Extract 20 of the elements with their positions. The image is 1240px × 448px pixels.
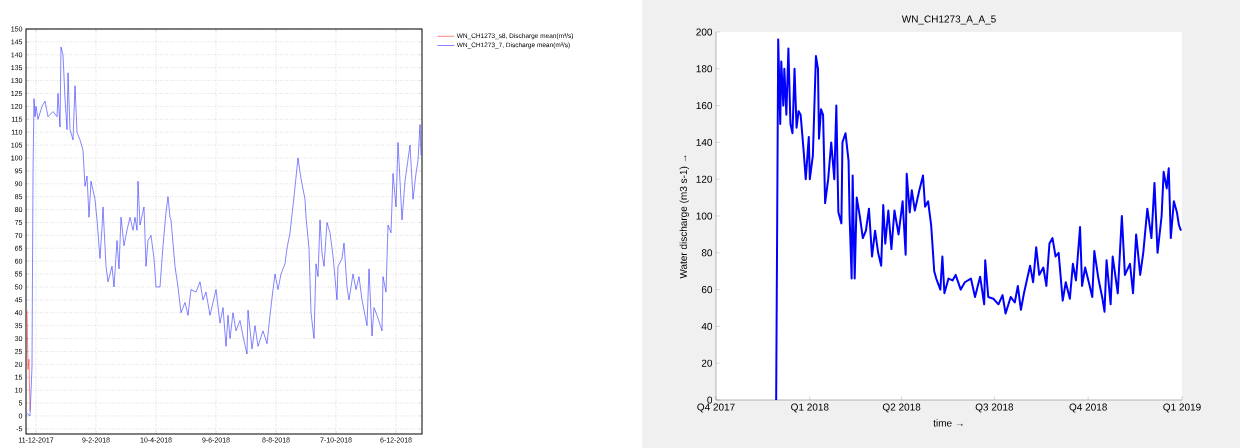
x-tick-label: Q1 2018 (791, 403, 829, 413)
x-tick-label: Q2 2018 (882, 403, 921, 413)
x-tick-label: Q4 2017 (697, 403, 735, 413)
y-tick-label: 20 (701, 359, 713, 367)
x-tick-label: Q1 2019 (1163, 403, 1201, 413)
y-tick-label: 160 (696, 102, 713, 110)
chart-title: WN_CH1273_A_A_5 (901, 15, 996, 25)
x-axis-title: time → (933, 419, 963, 427)
y-tick-label: 40 (701, 322, 713, 330)
y-tick-label: 140 (696, 138, 713, 146)
y-tick-label: 120 (696, 175, 713, 183)
y-tick-label: 80 (701, 249, 713, 257)
x-tick-label: Q3 2018 (975, 403, 1014, 413)
x-tick-label: Q4 2018 (1069, 403, 1107, 413)
y-tick-label: 100 (696, 212, 713, 220)
y-tick-label: 60 (701, 286, 713, 294)
y-tick-label: 200 (696, 28, 713, 36)
y-axis-title: Water discharge (m3 s-1) → (679, 155, 689, 279)
y-tick-label: 0 (707, 396, 713, 404)
y-tick-label: 180 (696, 65, 713, 73)
